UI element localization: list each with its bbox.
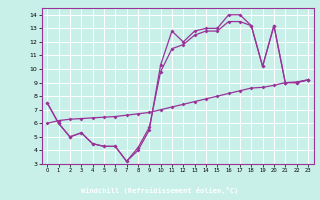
Text: Windchill (Refroidissement éolien,°C): Windchill (Refroidissement éolien,°C) (81, 188, 239, 194)
